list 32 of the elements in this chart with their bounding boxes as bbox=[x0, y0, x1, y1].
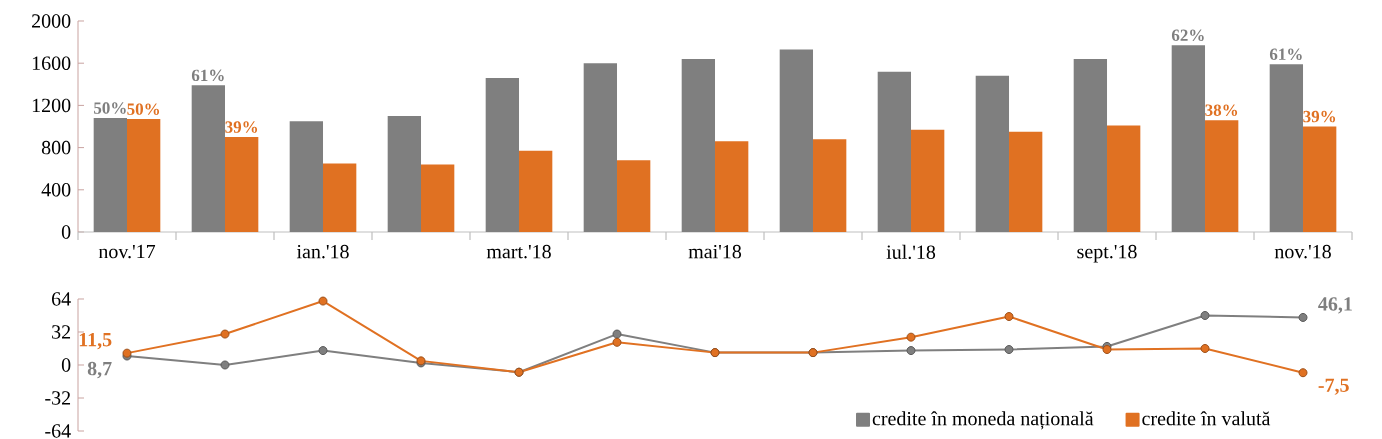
y-tick-label: 32 bbox=[52, 325, 71, 339]
data-label: -7,5 bbox=[1318, 378, 1349, 395]
x-tick-label: mai'18 bbox=[688, 244, 742, 259]
annotation: 39% bbox=[1303, 110, 1336, 123]
annotation: 61% bbox=[191, 69, 224, 82]
annotation: 38% bbox=[1205, 104, 1238, 116]
x-tick-label: nov.'17 bbox=[98, 244, 156, 259]
y-tick-label: 0 bbox=[61, 358, 71, 372]
annotation: 50% bbox=[94, 102, 126, 114]
y-tick-label: 1600 bbox=[32, 56, 71, 70]
y-tick-label: -32 bbox=[45, 391, 71, 405]
legend-label: credite în valută bbox=[1142, 411, 1271, 426]
y-tick-label: 800 bbox=[41, 140, 71, 155]
y-tick-label: 400 bbox=[41, 183, 71, 197]
x-tick-label: sept.'18 bbox=[1077, 244, 1137, 263]
y-tick-label: -64 bbox=[45, 424, 71, 438]
y-tick-label: 1200 bbox=[32, 98, 71, 113]
x-tick-label: mart.'18 bbox=[486, 244, 551, 259]
y-tick-label: 2000 bbox=[32, 14, 71, 28]
annotation: 61% bbox=[1269, 48, 1302, 61]
annotation: 50% bbox=[127, 103, 160, 115]
y-tick-label: 64 bbox=[51, 292, 71, 306]
data-label: 46,1 bbox=[1318, 297, 1352, 314]
legend-label: credite în moneda națională bbox=[872, 411, 1094, 430]
data-label: 11,5 bbox=[79, 332, 112, 350]
annotation: 39% bbox=[225, 121, 258, 133]
data-label: 8,7 bbox=[87, 361, 112, 379]
y-tick-label: 0 bbox=[61, 225, 71, 239]
x-tick-label: iul.'18 bbox=[886, 244, 936, 260]
x-tick-label: ian.'18 bbox=[296, 244, 349, 259]
annotation: 62% bbox=[1171, 29, 1204, 42]
x-tick-label: nov.'18 bbox=[1274, 244, 1331, 259]
